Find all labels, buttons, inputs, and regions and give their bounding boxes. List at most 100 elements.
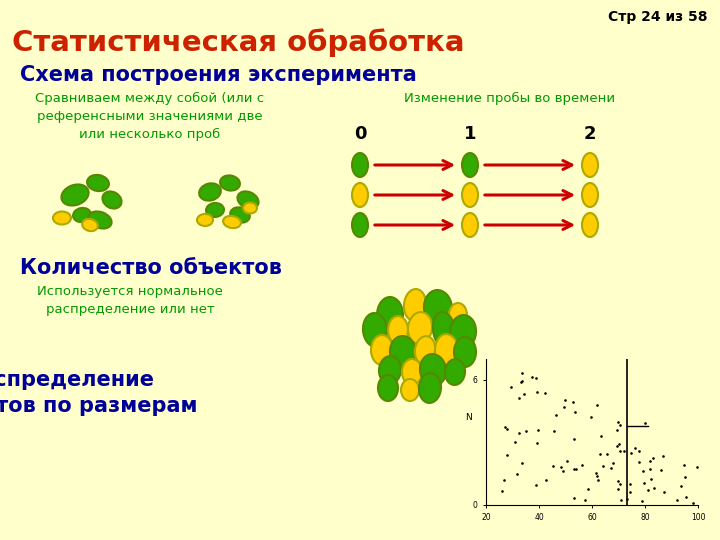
Text: Распределение
объектов по размерам: Распределение объектов по размерам bbox=[0, 370, 197, 416]
Ellipse shape bbox=[223, 216, 241, 228]
Text: N: N bbox=[465, 413, 472, 422]
Ellipse shape bbox=[379, 356, 401, 384]
Text: Схема построения эксперимента: Схема построения эксперимента bbox=[20, 65, 417, 85]
Point bbox=[582, 484, 593, 493]
Ellipse shape bbox=[89, 212, 112, 228]
Point bbox=[598, 462, 609, 470]
Ellipse shape bbox=[424, 290, 452, 326]
Point bbox=[511, 470, 523, 478]
Ellipse shape bbox=[73, 208, 91, 222]
Point bbox=[579, 496, 590, 504]
Point bbox=[569, 494, 580, 502]
Point bbox=[498, 475, 509, 484]
Point bbox=[549, 427, 560, 435]
Ellipse shape bbox=[420, 354, 446, 386]
Point bbox=[606, 463, 617, 472]
Point bbox=[615, 495, 626, 504]
Ellipse shape bbox=[377, 297, 403, 333]
Point bbox=[648, 484, 660, 492]
Point bbox=[680, 493, 691, 502]
Point bbox=[559, 402, 570, 411]
Ellipse shape bbox=[462, 183, 478, 207]
Point bbox=[671, 496, 683, 504]
Point bbox=[570, 464, 581, 473]
Point bbox=[531, 388, 543, 396]
Ellipse shape bbox=[462, 213, 478, 237]
Point bbox=[592, 400, 603, 409]
Point bbox=[644, 457, 656, 465]
Ellipse shape bbox=[220, 176, 240, 191]
Point bbox=[526, 372, 537, 381]
Text: 1: 1 bbox=[464, 125, 476, 143]
Point bbox=[675, 482, 687, 490]
Text: Стр 24 из 58: Стр 24 из 58 bbox=[608, 10, 708, 24]
Ellipse shape bbox=[433, 312, 455, 348]
Point bbox=[531, 439, 543, 448]
Point bbox=[645, 475, 657, 484]
Point bbox=[496, 486, 508, 495]
Point bbox=[607, 459, 618, 468]
Point bbox=[516, 459, 528, 468]
Ellipse shape bbox=[390, 336, 416, 368]
Point bbox=[590, 469, 602, 477]
Point bbox=[518, 390, 530, 399]
Ellipse shape bbox=[87, 175, 109, 191]
Ellipse shape bbox=[462, 153, 478, 177]
Point bbox=[614, 420, 626, 429]
Point bbox=[647, 453, 659, 462]
Point bbox=[678, 461, 690, 470]
Point bbox=[570, 407, 581, 416]
Point bbox=[559, 396, 570, 404]
Ellipse shape bbox=[102, 192, 122, 208]
Point bbox=[539, 389, 551, 398]
Ellipse shape bbox=[199, 183, 221, 201]
Point bbox=[516, 369, 528, 377]
Point bbox=[624, 479, 635, 488]
Point bbox=[625, 449, 636, 457]
Point bbox=[618, 447, 630, 456]
Ellipse shape bbox=[419, 373, 441, 403]
Point bbox=[585, 413, 596, 421]
Point bbox=[613, 440, 624, 449]
Ellipse shape bbox=[197, 214, 213, 226]
Point bbox=[532, 426, 544, 434]
Point bbox=[530, 374, 541, 383]
Ellipse shape bbox=[401, 379, 419, 401]
Point bbox=[567, 398, 579, 407]
Point bbox=[659, 488, 670, 497]
Point bbox=[644, 464, 656, 473]
Ellipse shape bbox=[582, 153, 598, 177]
Ellipse shape bbox=[230, 207, 250, 222]
Ellipse shape bbox=[445, 359, 465, 385]
Text: Количество объектов: Количество объектов bbox=[20, 258, 282, 278]
Point bbox=[513, 428, 524, 437]
Point bbox=[611, 425, 623, 434]
Point bbox=[515, 378, 526, 387]
Ellipse shape bbox=[363, 313, 387, 347]
Point bbox=[611, 442, 622, 450]
Text: Используется нормальное
распределение или нет: Используется нормальное распределение ил… bbox=[37, 285, 223, 316]
Ellipse shape bbox=[53, 212, 71, 225]
Point bbox=[520, 427, 531, 435]
Point bbox=[642, 486, 654, 495]
Point bbox=[612, 477, 624, 486]
Text: Сравниваем между собой (или с
референсными значениями две
или несколько проб: Сравниваем между собой (или с референсны… bbox=[35, 92, 264, 141]
Ellipse shape bbox=[449, 303, 467, 327]
Point bbox=[501, 425, 513, 434]
Point bbox=[547, 462, 559, 470]
Ellipse shape bbox=[352, 153, 368, 177]
Point bbox=[614, 480, 626, 489]
Point bbox=[639, 479, 650, 488]
Point bbox=[633, 458, 644, 467]
Point bbox=[499, 423, 510, 431]
Point bbox=[679, 472, 690, 481]
Point bbox=[568, 435, 580, 443]
Ellipse shape bbox=[388, 316, 408, 344]
Point bbox=[568, 465, 580, 474]
Point bbox=[637, 467, 649, 476]
Ellipse shape bbox=[61, 185, 89, 206]
Point bbox=[530, 481, 541, 489]
Point bbox=[602, 449, 613, 458]
Point bbox=[550, 411, 562, 420]
Ellipse shape bbox=[243, 202, 257, 213]
